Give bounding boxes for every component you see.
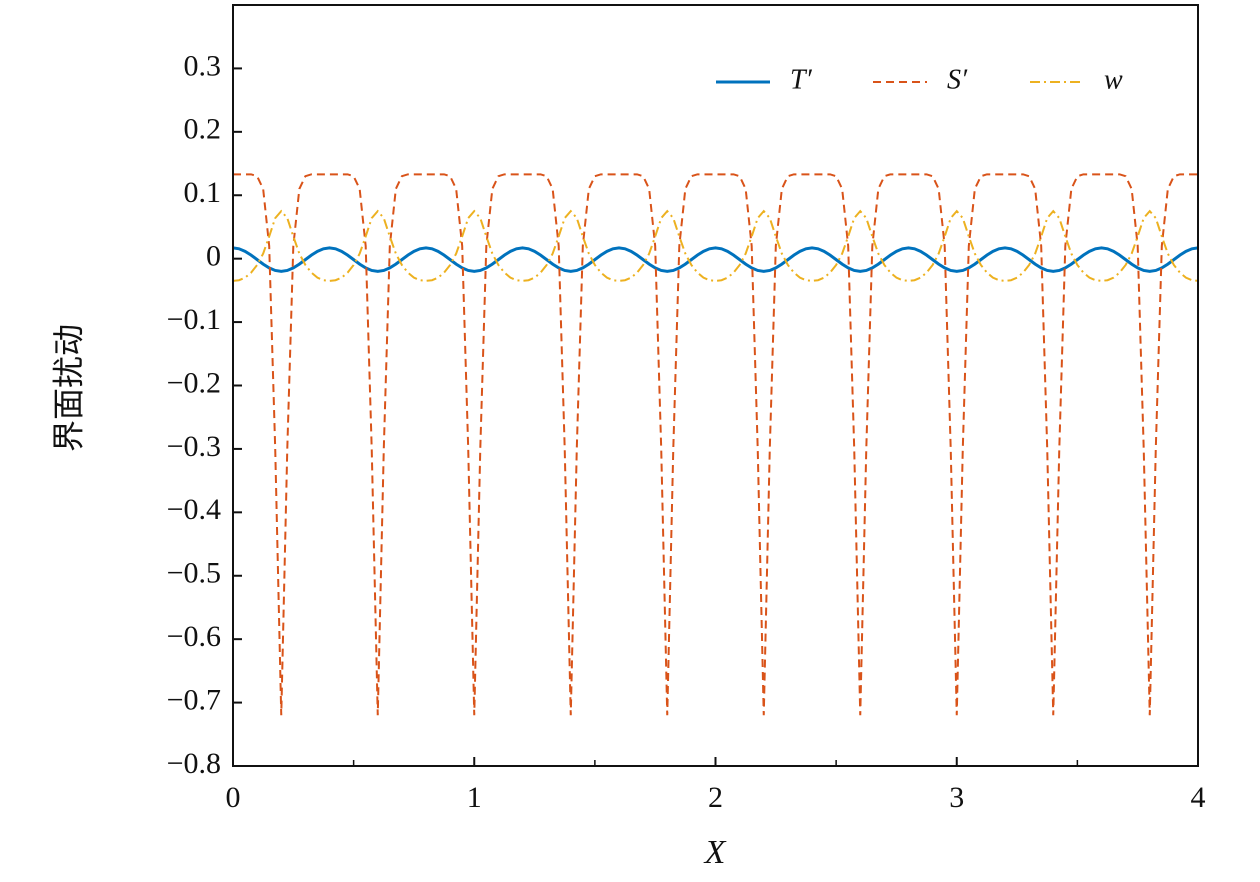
y-tick-label: 0.1: [184, 176, 222, 209]
y-tick-label: 0.3: [184, 49, 222, 82]
y-tick-label: −0.7: [167, 683, 221, 716]
y-tick-label: −0.3: [167, 430, 221, 463]
x-tick-label: 3: [949, 781, 964, 814]
series-line: [233, 173, 1198, 716]
y-tick-label: −0.5: [167, 557, 221, 590]
x-axis-label: X: [703, 834, 727, 871]
x-tick-label: 4: [1191, 781, 1206, 814]
series-line: [233, 209, 1198, 282]
y-tick-label: −0.4: [167, 493, 221, 526]
y-tick-label: −0.1: [167, 303, 221, 336]
plot-area: [233, 173, 1198, 716]
y-tick-label: 0.2: [184, 113, 222, 146]
y-tick-label: −0.6: [167, 620, 221, 653]
y-tick-label: 0: [206, 240, 221, 273]
x-tick-label: 1: [467, 781, 482, 814]
y-tick-label: −0.8: [167, 747, 221, 780]
y-axis-label: 界面扰动: [50, 324, 86, 452]
legend-label: T′: [790, 64, 813, 95]
plot-frame: [232, 4, 1199, 767]
legend-label: S′: [947, 64, 968, 95]
legend-label: w: [1104, 64, 1123, 95]
series-line: [233, 246, 1198, 273]
x-tick-label: 0: [226, 781, 241, 814]
y-tick-label: −0.2: [167, 366, 221, 399]
x-tick-label: 2: [708, 781, 723, 814]
